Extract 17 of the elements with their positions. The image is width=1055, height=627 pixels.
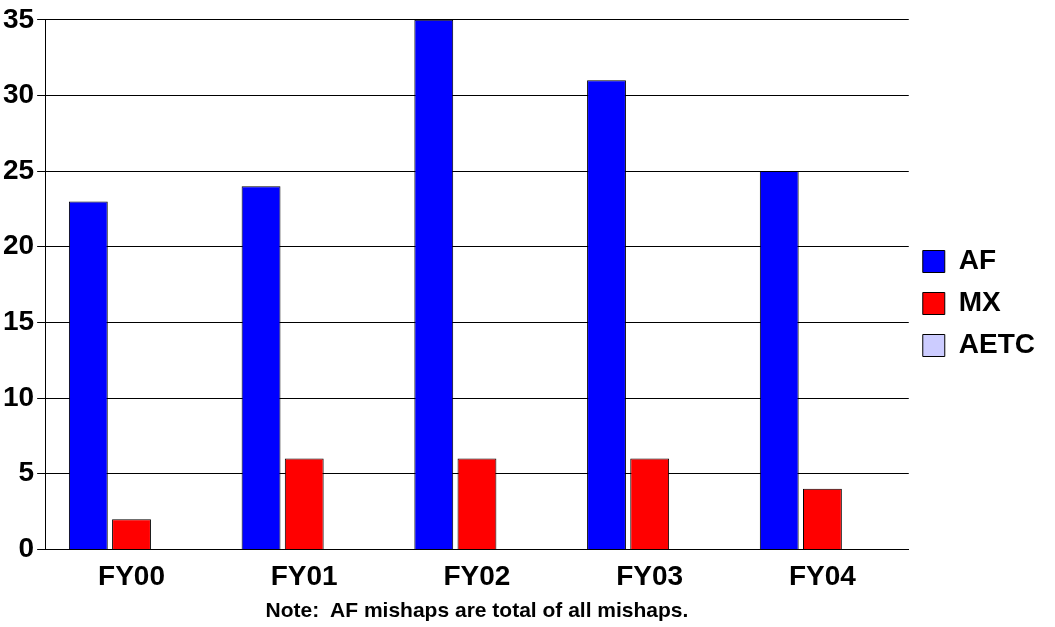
y-tick-label: 5 (18, 456, 35, 488)
x-tick-label: FY02 (443, 559, 511, 591)
y-tick-label: 20 (2, 229, 35, 261)
y-tick-label: 30 (2, 78, 35, 110)
legend-label: AF (958, 244, 997, 276)
x-tick-label: FY01 (270, 559, 338, 591)
legend-label: AETC (958, 328, 1036, 360)
y-tick-label: 25 (2, 153, 35, 185)
y-tick-label: 35 (2, 2, 35, 34)
x-tick-label: FY03 (616, 559, 684, 591)
x-tick-label: FY04 (788, 559, 857, 591)
text: Note: AF mishaps are total of all mishaps. (265, 598, 689, 622)
y-tick-label: 10 (2, 380, 35, 412)
x-tick-label: FY00 (98, 559, 165, 591)
y-tick-label: 0 (18, 532, 35, 564)
legend-label: MX (958, 286, 1002, 318)
y-tick-label: 15 (2, 305, 35, 337)
